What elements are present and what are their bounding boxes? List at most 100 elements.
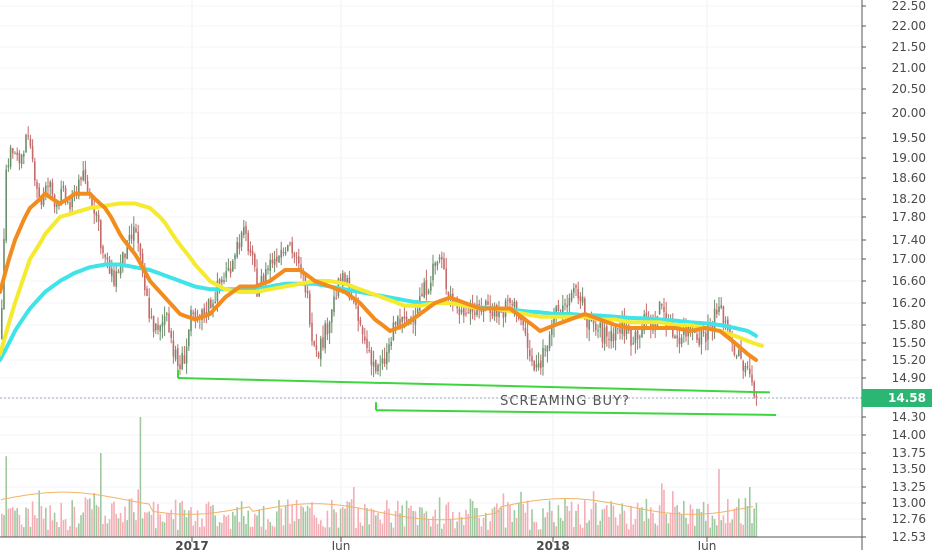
volume-bar [625, 523, 628, 537]
volume-bar [689, 504, 692, 537]
volume-bar [485, 512, 487, 537]
volume-bar [166, 513, 168, 537]
candle-body [161, 322, 164, 327]
candle-body [485, 300, 487, 306]
volume-bar [658, 505, 661, 537]
candle-body [522, 317, 524, 326]
candle-body [575, 285, 577, 288]
volume-bar [339, 508, 342, 537]
volume-bar [227, 514, 230, 537]
candle-body [716, 310, 718, 315]
candle-body [381, 358, 384, 364]
support-line[interactable] [375, 409, 777, 416]
candle-body [744, 365, 747, 373]
volume-bar [185, 517, 188, 537]
candle-body [210, 299, 212, 309]
annotation-screaming-buy[interactable]: SCREAMING BUY? [500, 394, 630, 409]
candle-body [291, 242, 293, 254]
support-line[interactable] [177, 377, 771, 394]
candle-body [157, 324, 159, 330]
candle-body [612, 333, 615, 342]
volume-bar [212, 504, 214, 537]
candle-body [399, 319, 401, 325]
candle-body [342, 272, 344, 287]
support-lines[interactable] [177, 370, 777, 416]
candle-body [278, 256, 280, 263]
candle-body [491, 311, 494, 317]
candle-body [377, 365, 379, 372]
volume-bar [427, 519, 430, 537]
volume-bar [108, 519, 111, 537]
volume-bar [474, 508, 476, 537]
candle-body [14, 153, 16, 155]
volume-bar [67, 529, 69, 537]
volume-bar [632, 524, 634, 537]
candle-body [185, 346, 188, 364]
volume-bar [702, 501, 705, 537]
candle-body [447, 291, 450, 296]
candle-body [320, 338, 322, 360]
candle-body [526, 333, 529, 349]
volume-bar [691, 509, 694, 537]
volume-bar [152, 501, 155, 537]
candle-body [394, 322, 397, 325]
volume-bar [735, 506, 738, 537]
candle-body [133, 226, 135, 241]
volume-bar [731, 519, 733, 537]
candle-body [265, 268, 267, 284]
volume-bar [111, 503, 113, 537]
volume-bar [284, 505, 287, 537]
price-axis[interactable]: 12.53 12.76 13.00 13.25 13.50 13.75 14.00 14.30… [861, 0, 926, 550]
candle-body [234, 255, 236, 260]
volume-bar [399, 513, 401, 537]
candle-body [370, 350, 373, 365]
candle-body [1, 308, 3, 339]
candle-body [313, 341, 315, 346]
time-axis[interactable]: 2017 Jun 2018 Jun [0, 536, 862, 550]
chart-grid [0, 0, 862, 538]
volume-bar [502, 493, 505, 537]
candle-body [130, 234, 133, 239]
volume-bar [333, 509, 335, 537]
candle-body [564, 303, 566, 305]
candle-body [511, 304, 513, 306]
candle-body [328, 321, 331, 334]
candle-body [537, 363, 540, 368]
candle-body [432, 263, 434, 281]
candle-body [322, 337, 324, 348]
volume-bar [34, 515, 36, 537]
volume-bar [361, 525, 364, 537]
volume-bar [280, 508, 282, 537]
candle-body [78, 179, 80, 197]
volume-bar [265, 529, 267, 537]
candle-body [705, 333, 707, 342]
volume-bar [53, 512, 56, 537]
candle-body [243, 227, 245, 235]
candle-body [245, 225, 247, 234]
volume-bar [713, 519, 716, 537]
volume-bar [559, 517, 562, 537]
volume-bar [498, 510, 500, 537]
volume-bar [337, 527, 340, 537]
volume-bar [487, 529, 489, 537]
volume-bar [304, 511, 307, 537]
volume-bar [597, 524, 599, 537]
volume-bar [672, 491, 674, 537]
candle-body [566, 304, 568, 308]
volume-bar [344, 508, 346, 537]
candle-body [674, 336, 676, 339]
volume-bar [278, 499, 280, 537]
volume-bar [273, 526, 276, 537]
volume-bar [619, 513, 621, 537]
candle-body [740, 349, 742, 359]
volume-bar [60, 503, 62, 537]
volume-bar [425, 511, 428, 537]
candle-body [232, 260, 234, 272]
candle-body [608, 339, 610, 341]
volume-bar [535, 522, 538, 537]
volume-bar [733, 508, 736, 537]
volume-bar [194, 520, 197, 537]
volume-bar [711, 515, 714, 537]
volume-bar [93, 493, 95, 537]
